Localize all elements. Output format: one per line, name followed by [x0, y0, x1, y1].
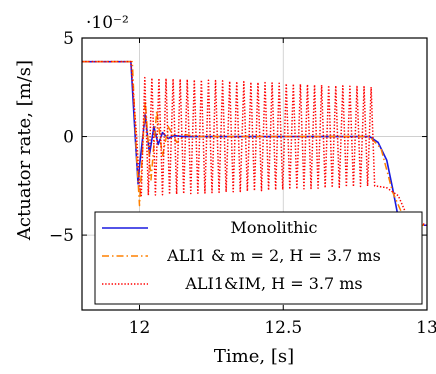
x-tick-label-0: 12 [129, 318, 151, 338]
y-tick-label-0: 5 [63, 29, 74, 49]
legend-box [94, 211, 423, 305]
y-tick-label-2: −5 [49, 226, 74, 246]
series-line-1 [82, 60, 427, 226]
series-layer [82, 60, 427, 227]
legend-label-2: ALI1&IM, H = 3.7 ms [184, 274, 362, 293]
y-axis-label: Actuator rate, [m/s] [14, 60, 35, 241]
x-tick-label-1: 12.5 [264, 318, 302, 338]
legend: Monolithic ALI1 & m = 2, H = 3.7 ms ALI1&I… [94, 211, 423, 305]
legend-label-0: Monolithic [231, 218, 318, 237]
plot-frame [81, 37, 428, 311]
legend-label-1: ALI1 & m = 2, H = 3.7 ms [166, 246, 381, 265]
y-tick-label-1: 0 [63, 128, 74, 148]
x-tick-label-2: 13 [416, 318, 436, 338]
x-ticks: 12 12.5 13 [129, 38, 436, 338]
y-ticks: 5 0 −5 [49, 29, 427, 246]
y-multiplier: ·10⁻² [86, 13, 129, 33]
x-axis-label: Time, [s] [214, 346, 294, 367]
series-line-2 [82, 60, 427, 226]
